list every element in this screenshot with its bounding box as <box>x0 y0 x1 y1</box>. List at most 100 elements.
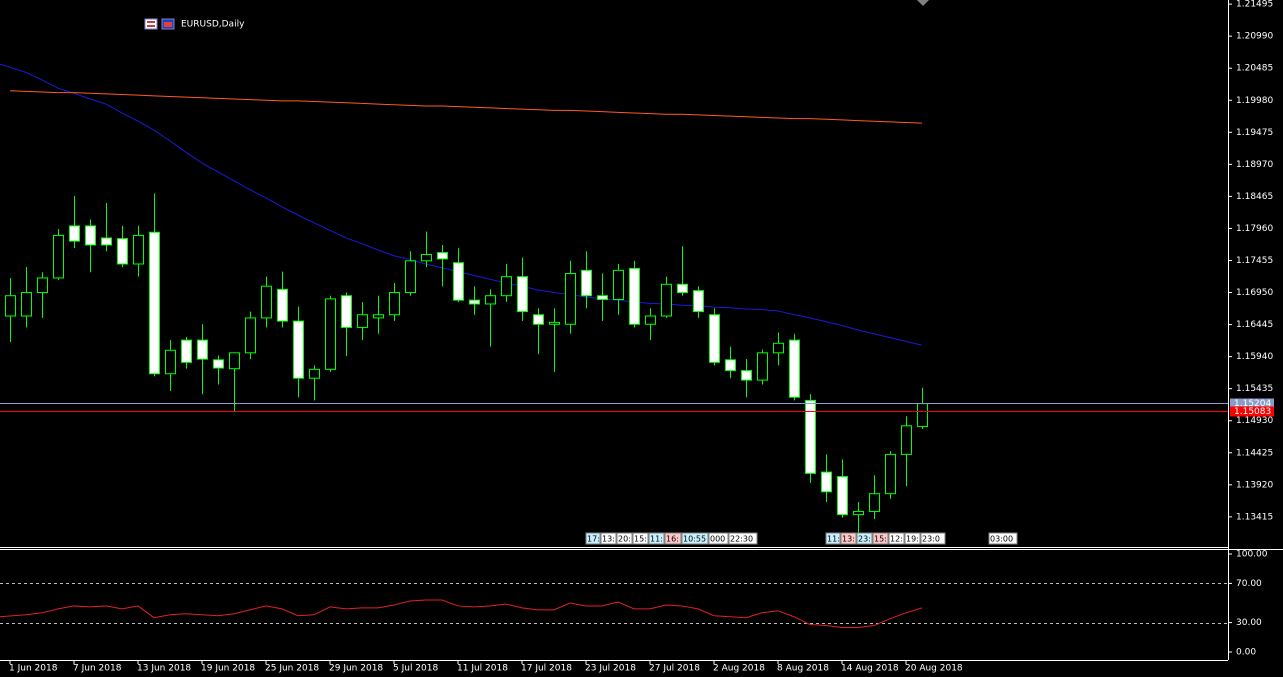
event-tag <box>904 532 921 545</box>
candle-body <box>773 342 784 354</box>
y-tick-label: 1.18465 <box>1236 192 1273 202</box>
event-tag <box>708 532 729 545</box>
candle-body <box>661 283 672 317</box>
candle-body <box>805 399 816 474</box>
symbol-icons <box>144 18 175 30</box>
candle-body <box>405 260 416 294</box>
candle-body <box>69 225 80 242</box>
candle-body <box>709 314 720 363</box>
y-tick-label: 100.00 <box>1236 550 1268 560</box>
event-tag <box>681 532 709 545</box>
candle-body <box>389 292 400 316</box>
candle-body <box>421 253 432 262</box>
event-label: 11: <box>650 535 663 544</box>
price-label: 1.15083 <box>1234 407 1271 417</box>
candle-body <box>453 262 464 301</box>
event-tag <box>856 532 873 545</box>
event-label: 20: <box>618 535 631 544</box>
candle-body <box>693 290 704 313</box>
y-tick-label: 1.16445 <box>1236 320 1273 330</box>
candle-body <box>117 238 128 265</box>
candle-body <box>885 453 896 495</box>
x-tick-label: 27 Jul 2018 <box>649 664 700 674</box>
chart-title: EURUSD,Daily <box>181 20 245 30</box>
x-tick-label: 14 Aug 2018 <box>841 664 899 674</box>
y-tick-label: 1.21495 <box>1236 0 1273 10</box>
event-label: 11: <box>827 535 840 544</box>
x-tick-label: 13 Jun 2018 <box>137 664 191 674</box>
candle-body <box>501 276 512 297</box>
candle-body <box>85 225 96 246</box>
candle-body <box>853 510 864 516</box>
event-label: 000 <box>710 535 725 544</box>
candle-body <box>325 298 336 370</box>
y-tick-label: 1.13920 <box>1236 480 1273 490</box>
y-tick-label: 1.17455 <box>1236 256 1273 266</box>
event-tag <box>888 532 905 545</box>
y-tick-label: 1.20485 <box>1236 64 1273 74</box>
event-tag <box>585 532 601 545</box>
y-tick-label: 1.14930 <box>1236 416 1273 426</box>
event-label: 13: <box>842 535 855 544</box>
event-label: 12: <box>890 535 903 544</box>
candle-body <box>21 292 32 317</box>
candle-body <box>901 425 912 455</box>
y-tick-label: 1.18970 <box>1236 160 1273 170</box>
moving-average <box>9 90 923 124</box>
candle-body <box>229 352 240 370</box>
y-tick-label: 70.00 <box>1236 579 1262 589</box>
candle-body <box>277 288 288 322</box>
candle-body <box>837 476 848 516</box>
y-tick-label: 0.00 <box>1236 648 1256 658</box>
event-label: 15: <box>874 535 887 544</box>
event-tag <box>872 532 889 545</box>
candle-body <box>165 349 176 375</box>
x-tick-label: 11 Jul 2018 <box>457 664 508 674</box>
candle-body <box>677 283 688 294</box>
candle-body <box>821 471 832 493</box>
y-tick-label: 30.00 <box>1236 618 1262 628</box>
x-tick-label: 7 Jun 2018 <box>73 664 122 674</box>
candle-body <box>533 314 544 325</box>
x-tick-label: 20 Aug 2018 <box>905 664 963 674</box>
candle-body <box>373 314 384 319</box>
event-label: 17: <box>587 535 600 544</box>
candle-body <box>645 315 656 325</box>
y-tick-label: 1.20990 <box>1236 32 1273 42</box>
candle-body <box>101 237 112 246</box>
candle-body <box>309 368 320 379</box>
x-tick-label: 17 Jul 2018 <box>521 664 572 674</box>
x-tick-label: 23 Jul 2018 <box>585 664 636 674</box>
candle-body <box>517 276 528 313</box>
event-label: 03:00 <box>990 535 1013 544</box>
y-tick-label: 1.19980 <box>1236 96 1273 106</box>
x-tick-label: 2 Aug 2018 <box>713 664 765 674</box>
candle-body <box>341 295 352 328</box>
y-tick-label: 1.13415 <box>1236 512 1273 522</box>
event-tag <box>988 532 1018 545</box>
candle-body <box>869 493 880 512</box>
candle-body <box>789 339 800 398</box>
x-tick-label: 19 Jun 2018 <box>201 664 255 674</box>
event-tag <box>600 532 617 545</box>
event-tag <box>616 532 633 545</box>
candle-body <box>197 339 208 360</box>
event-tag <box>728 532 758 545</box>
candle-body <box>565 273 576 325</box>
price-label-box <box>1230 398 1274 409</box>
y-tick-label: 1.19475 <box>1236 128 1273 138</box>
candle-body <box>725 359 736 372</box>
y-tick-label: 1.15940 <box>1236 352 1273 362</box>
candle-body <box>757 352 768 381</box>
candle-body <box>917 403 928 427</box>
candle-body <box>5 295 16 317</box>
candle-body <box>629 267 640 325</box>
candle-body <box>597 295 608 301</box>
indicator-line <box>0 599 923 628</box>
event-label: 13: <box>602 535 615 544</box>
y-tick-label: 1.14425 <box>1236 448 1273 458</box>
candle-body <box>613 269 624 301</box>
event-label: 23: <box>858 535 871 544</box>
